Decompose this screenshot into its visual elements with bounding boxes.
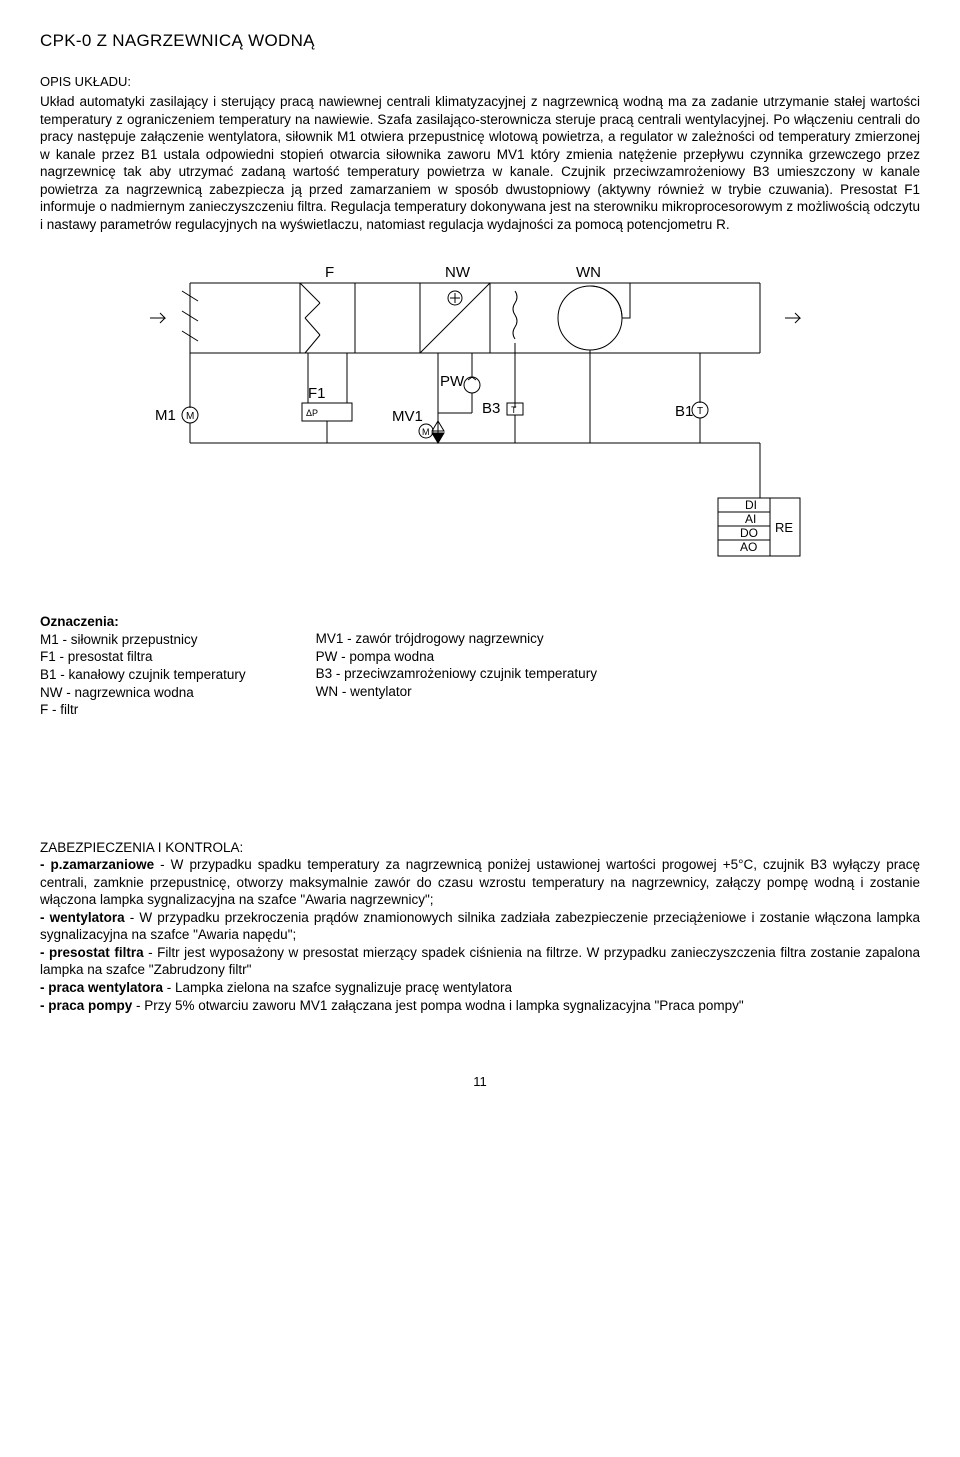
zab-4-head: - praca wentylatora <box>40 980 163 995</box>
legend-left-2: B1 - kanałowy czujnik temperatury <box>40 666 246 684</box>
label-M-small1: M <box>186 411 194 422</box>
legend-left-0: M1 - siłownik przepustnicy <box>40 631 246 649</box>
label-DI: DI <box>745 498 757 512</box>
label-B1: B1 <box>675 403 693 420</box>
zabezpieczenia-section: ZABEZPIECZENIA I KONTROLA: - p.zamarzani… <box>40 839 920 1014</box>
zab-3-body: - Filtr jest wyposażony w presostat mier… <box>40 945 920 978</box>
label-PW: PW <box>440 373 465 390</box>
legend-right-0: MV1 - zawór trójdrogowy nagrzewnicy <box>316 630 597 648</box>
zab-1-body: - W przypadku spadku temperatury za nagr… <box>40 857 920 907</box>
label-dP: ΔP <box>306 408 318 418</box>
zab-4-body: - Lampka zielona na szafce sygnalizuje p… <box>163 980 512 995</box>
label-RE: RE <box>775 520 793 535</box>
legend-left-3: NW - nagrzewnica wodna <box>40 684 246 702</box>
zab-2-body: - W przypadku przekroczenia prądów znami… <box>40 910 920 943</box>
legend-right-1: PW - pompa wodna <box>316 648 597 666</box>
opis-heading: OPIS UKŁADU: <box>40 74 920 91</box>
label-M1: M1 <box>155 407 176 424</box>
legend-right-2: B3 - przeciwzamrożeniowy czujnik tempera… <box>316 665 597 683</box>
zab-5-body: - Przy 5% otwarciu zaworu MV1 załączana … <box>132 998 743 1013</box>
legend-left-1: F1 - presostat filtra <box>40 648 246 666</box>
label-AI: AI <box>745 512 756 526</box>
zab-2-head: - wentylatora <box>40 910 125 925</box>
legend: Oznaczenia: M1 - siłownik przepustnicy F… <box>40 613 920 718</box>
page-title: CPK-0 Z NAGRZEWNICĄ WODNĄ <box>40 30 920 52</box>
label-F1: F1 <box>308 385 326 402</box>
label-AO: AO <box>740 540 757 554</box>
label-M-small2: M <box>422 427 430 437</box>
label-WN: WN <box>576 264 601 281</box>
zab-1-head: - p.zamarzaniowe <box>40 857 154 872</box>
label-NW: NW <box>445 264 471 281</box>
zab-3-head: - presostat filtra <box>40 945 144 960</box>
schematic-diagram: F NW WN M1 M F1 ΔP PW MV1 M B3 T B1 T DI… <box>40 253 920 573</box>
label-B3: B3 <box>482 400 500 417</box>
label-T-b1: T <box>697 406 703 417</box>
legend-left-4: F - filtr <box>40 701 246 719</box>
zab-head: ZABEZPIECZENIA I KONTROLA: <box>40 839 920 857</box>
legend-head: Oznaczenia: <box>40 613 246 631</box>
legend-right-3: WN - wentylator <box>316 683 597 701</box>
label-DO: DO <box>740 526 758 540</box>
label-T-b3: T <box>511 405 517 415</box>
label-MV1: MV1 <box>392 408 423 425</box>
zab-5-head: - praca pompy <box>40 998 132 1013</box>
label-F: F <box>325 264 334 281</box>
opis-body: Układ automatyki zasilający i sterujący … <box>40 93 920 233</box>
page-number: 11 <box>40 1074 920 1091</box>
